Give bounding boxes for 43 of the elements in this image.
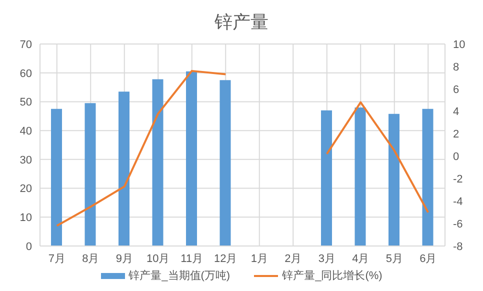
y-tick-label: 10 [20,212,32,224]
y-tick-label: 50 [20,96,32,109]
y2-tick-label: 2 [453,128,460,141]
bar [354,107,366,246]
bar [388,114,400,246]
x-tick-label: 8月 [82,252,100,265]
legend-label: 锌产量_当期值(万吨) [128,268,230,283]
y2-tick-label: -6 [453,218,463,230]
y2-tick-label: 4 [453,106,460,118]
y2-tick-label: -2 [453,174,463,186]
legend-label: 锌产量_同比增长(%) [281,268,382,283]
y2-tick-label: 10 [453,38,466,51]
x-tick-label: 12月 [214,252,238,265]
x-tick-label: 1月 [250,252,268,265]
bar [422,108,434,246]
bar [152,79,164,246]
x-tick-label: 5月 [386,252,403,265]
x-tick-label: 3月 [318,252,336,265]
y-tick-label: 30 [20,154,32,166]
bar [220,80,231,246]
x-tick-label: 11月 [180,252,204,265]
chart-title: 锌产量 [214,11,270,34]
x-tick-label: 2月 [284,252,302,265]
y2-tick-label: -4 [453,196,463,208]
y-tick-label: 70 [20,38,32,51]
y-tick-label: 40 [20,125,32,138]
bar [186,71,197,246]
bar [118,92,130,246]
x-tick-label: 9月 [116,252,133,265]
x-tick-label: 10月 [146,252,170,265]
y-tick-label: 20 [20,183,32,196]
bar [321,110,332,246]
y-tick-label: 60 [20,68,32,80]
y-tick-label: 0 [26,240,32,253]
x-tick-label: 4月 [352,252,370,265]
y2-tick-label: 0 [453,151,460,164]
y2-tick-label: -8 [453,240,463,253]
bar [84,103,96,246]
x-tick-label: 6月 [420,252,437,265]
x-tick-label: 7月 [48,252,66,265]
y2-tick-label: 8 [453,61,460,74]
y2-tick-label: 6 [453,84,460,96]
bar [51,108,62,246]
